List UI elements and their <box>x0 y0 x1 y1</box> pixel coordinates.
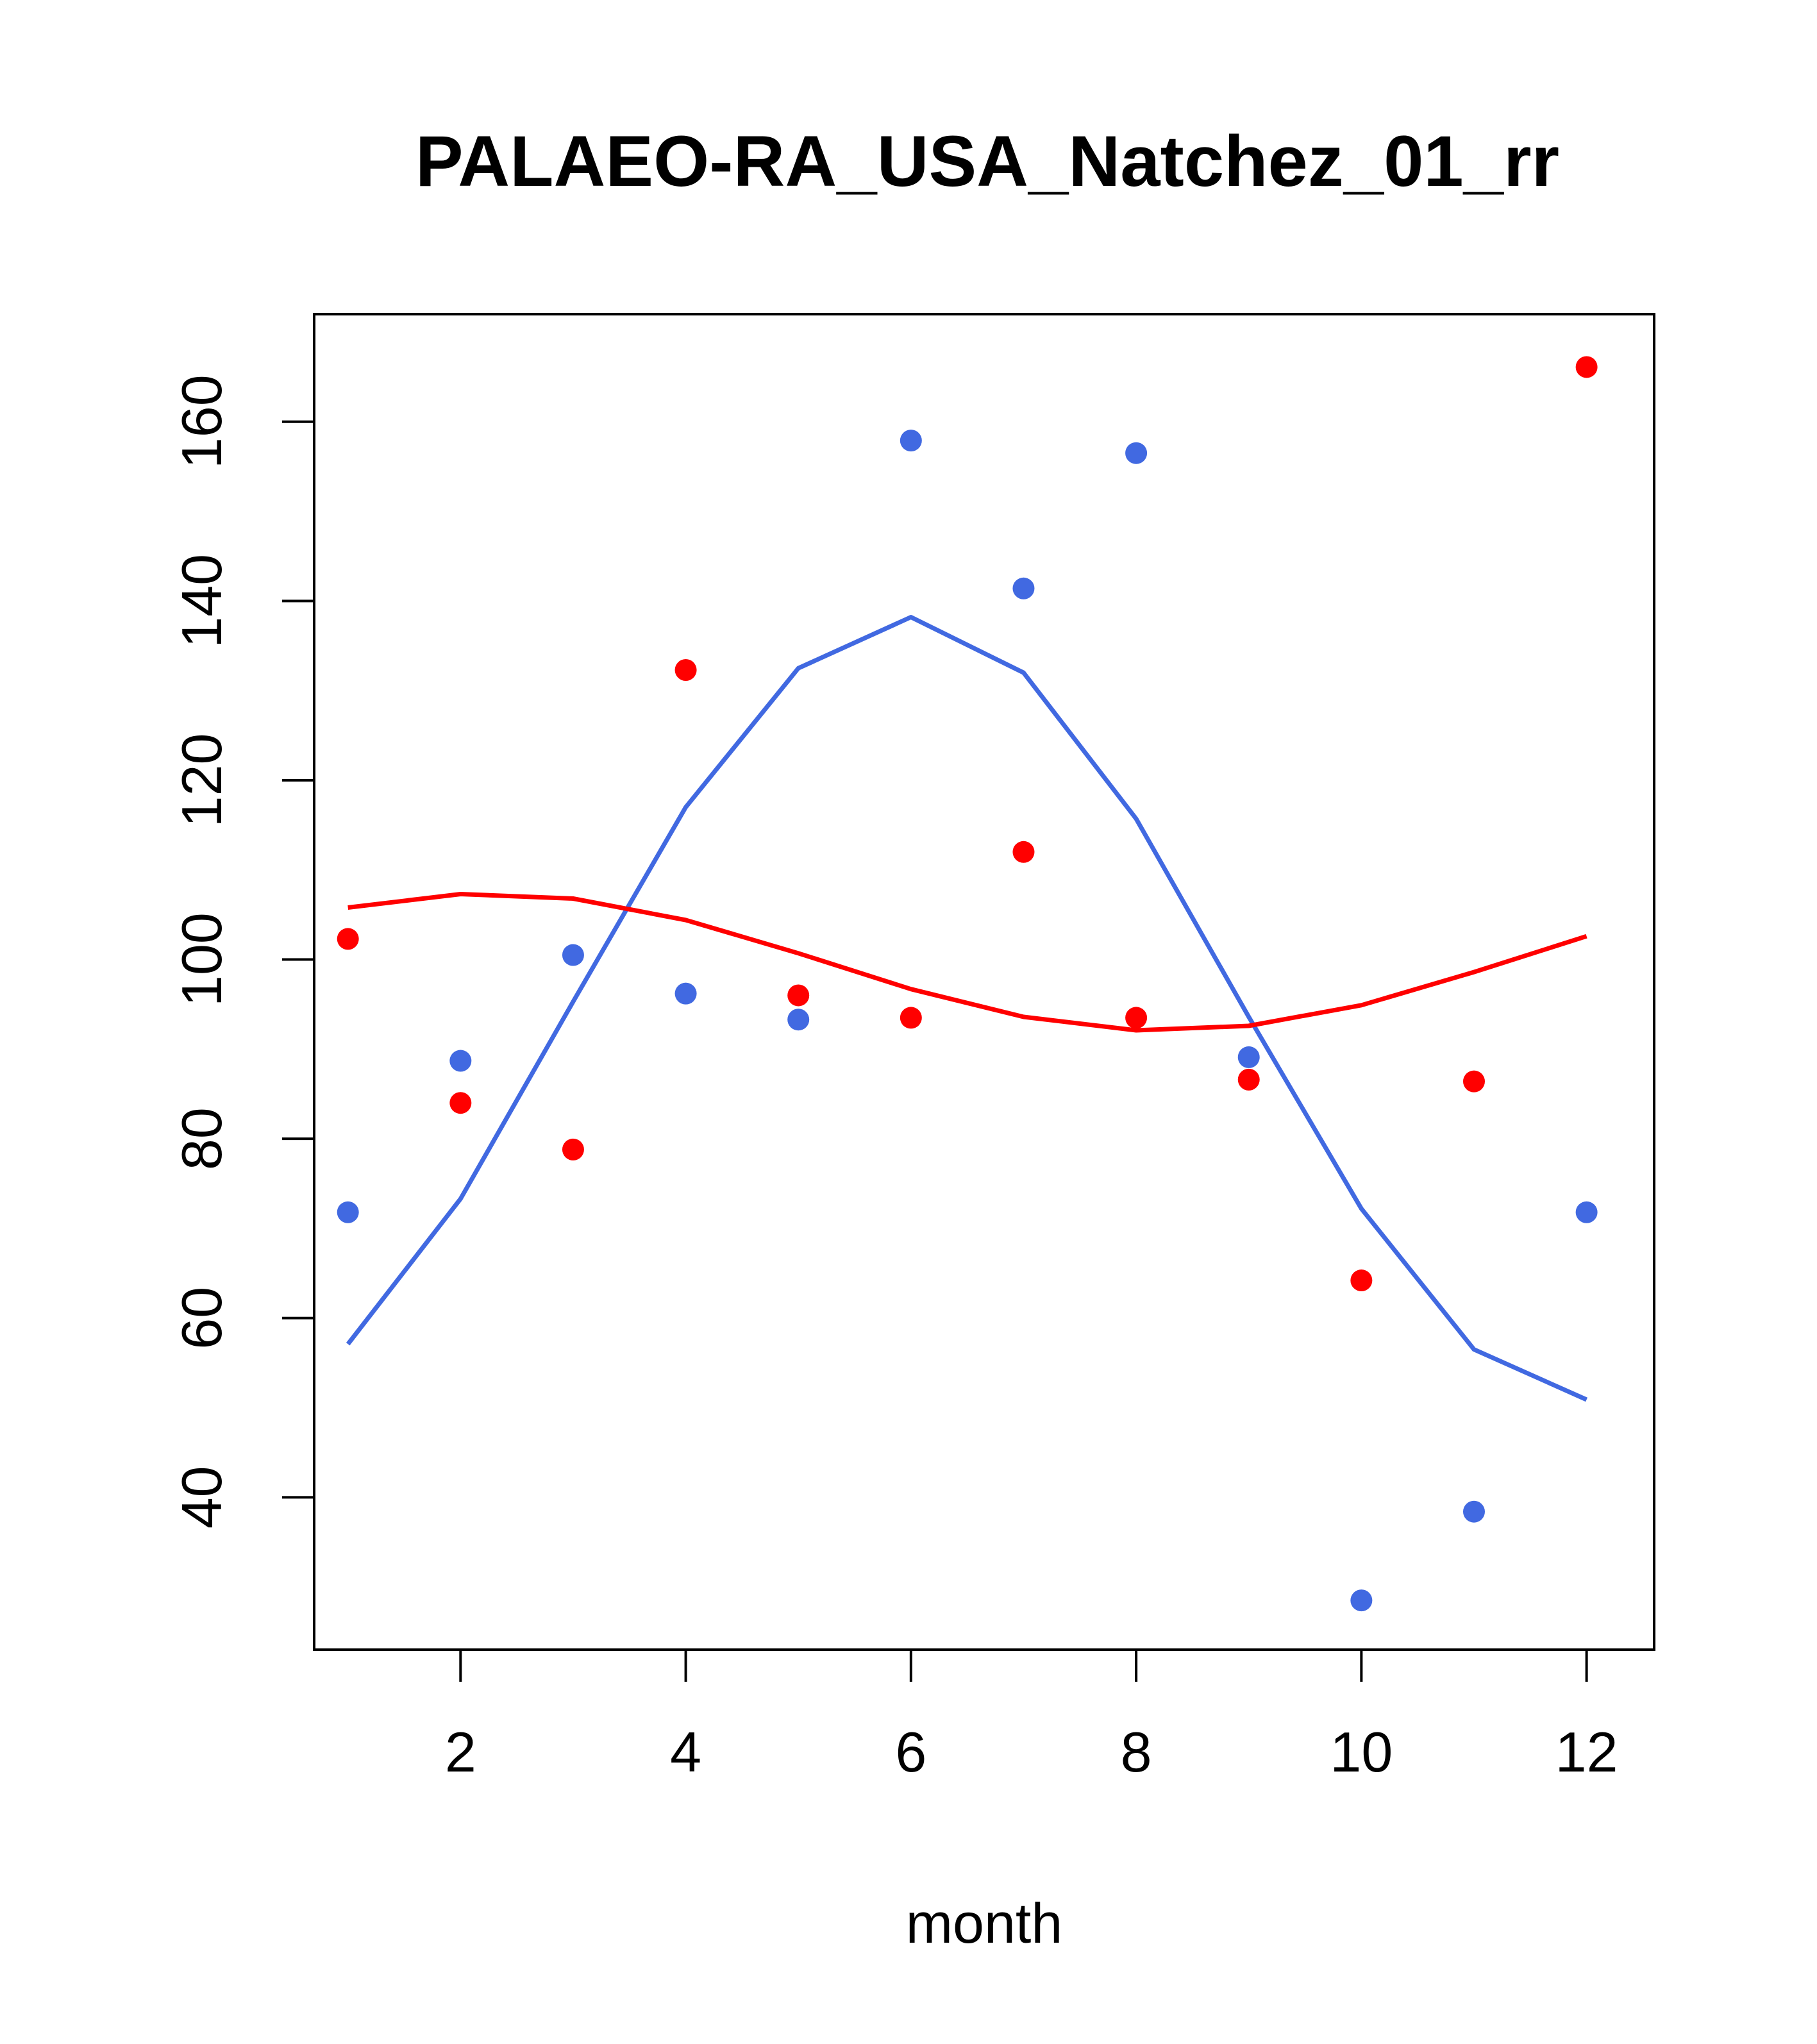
y-tick-label: 100 <box>170 912 233 1007</box>
red-series-line <box>347 892 1587 1033</box>
red-data-point <box>787 984 810 1007</box>
blue-data-point <box>900 430 922 452</box>
blue-data-point <box>1125 442 1148 464</box>
plot-frame <box>313 313 1655 1651</box>
red-data-point <box>674 659 697 682</box>
x-tick-label: 2 <box>445 1720 476 1784</box>
series-lines <box>346 615 1588 1402</box>
blue-data-point <box>1012 577 1035 599</box>
red-data-point <box>337 928 359 950</box>
red-data-point <box>1125 1007 1148 1029</box>
x-tick-label: 6 <box>895 1720 926 1784</box>
y-tick-label: 120 <box>170 733 233 828</box>
x-tick-label: 8 <box>1121 1720 1152 1784</box>
x-axis: 2 4 6 8 10 12 <box>445 1648 1618 1784</box>
plot-area <box>337 356 1598 1612</box>
red-data-point <box>562 1138 584 1160</box>
red-data-point <box>1012 841 1035 863</box>
x-tick-label: 12 <box>1555 1720 1618 1784</box>
x-tick-label: 10 <box>1330 1720 1393 1784</box>
x-tick-label: 4 <box>670 1720 701 1784</box>
y-tick-label: 40 <box>170 1466 233 1529</box>
chart-title: PALAEO-RA_USA_Natchez_01_rr <box>415 121 1559 201</box>
blue-data-point <box>1350 1589 1373 1612</box>
red-data-point <box>1575 356 1598 378</box>
red-data-point <box>1462 1070 1485 1093</box>
blue-series-line <box>346 615 1588 1402</box>
x-axis-label: month <box>906 1891 1063 1955</box>
blue-data-point <box>1575 1201 1598 1223</box>
blue-data-point <box>1237 1046 1260 1068</box>
blue-data-point <box>562 944 584 966</box>
blue-data-point <box>787 1009 810 1031</box>
y-tick-label: 160 <box>170 374 233 469</box>
y-tick-label: 60 <box>170 1287 233 1350</box>
red-data-point <box>449 1092 472 1114</box>
y-axis: 40 60 80 100 120 140 160 <box>170 374 315 1529</box>
series-points <box>337 356 1598 1612</box>
red-data-point <box>900 1007 922 1029</box>
blue-data-point <box>674 982 697 1005</box>
red-data-point <box>1237 1068 1260 1091</box>
blue-data-point <box>1462 1500 1485 1523</box>
red-data-point <box>1350 1269 1373 1292</box>
blue-data-point <box>337 1201 359 1223</box>
y-tick-label: 80 <box>170 1107 233 1170</box>
y-tick-label: 140 <box>170 554 233 648</box>
blue-data-point <box>449 1050 472 1072</box>
